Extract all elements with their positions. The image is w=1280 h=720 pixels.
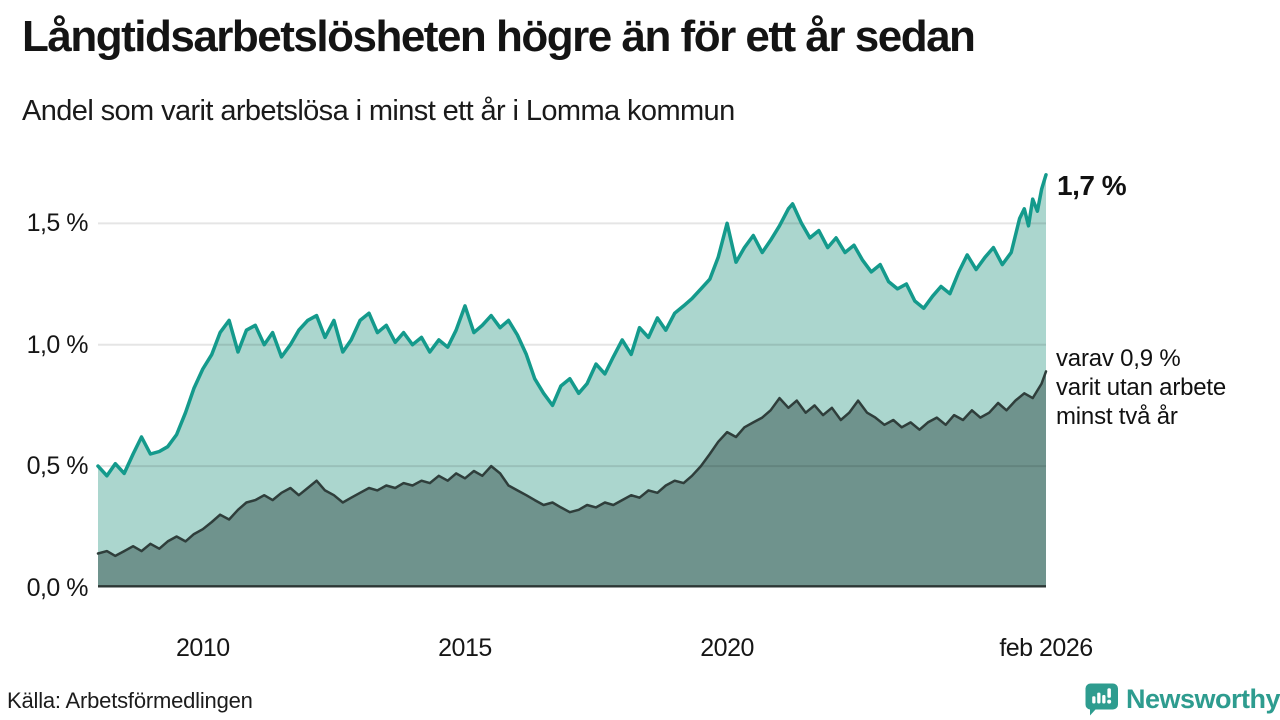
chart-subtitle: Andel som varit arbetslösa i minst ett å… [22,95,735,127]
x-axis-tick-label: 2020 [700,634,754,662]
y-axis-tick-label: 1,5 % [26,209,89,238]
source-credit: Källa: Arbetsförmedlingen [7,688,253,713]
two-year-annotation-line2: varit utan arbete [1056,374,1227,401]
total-longterm-line [96,173,1048,478]
bar-chart-speech-bubble-icon [1085,683,1118,716]
two-year-line [96,370,1048,558]
y-axis-tick-label: 0,5 % [26,452,89,481]
y-axis-tick-label: 0,0 % [26,573,89,602]
y-axis-tick-label: 1,0 % [26,330,89,359]
chart-title: Långtidsarbetslösheten högre än för ett … [22,12,976,61]
x-axis-tick-label: feb 2026 [999,634,1093,662]
two-year-annotation-line1: varav 0,9 % [1056,345,1181,372]
two-year-annotation-line3: minst två år [1056,403,1178,430]
x-axis-tick-label: 2015 [438,634,492,662]
x-axis-tick-label: 2010 [176,634,230,662]
area-chart-plot [96,173,1048,588]
two-year-area [98,371,1046,588]
newsworthy-wordmark: Newsworthy [1126,684,1280,714]
latest-value-annotation: 1,7 % [1057,170,1127,201]
newsworthy-logo: Newsworthy [1085,683,1280,717]
two-year-annotation: varav 0,9 % varit utan arbete minst två … [1056,344,1276,431]
